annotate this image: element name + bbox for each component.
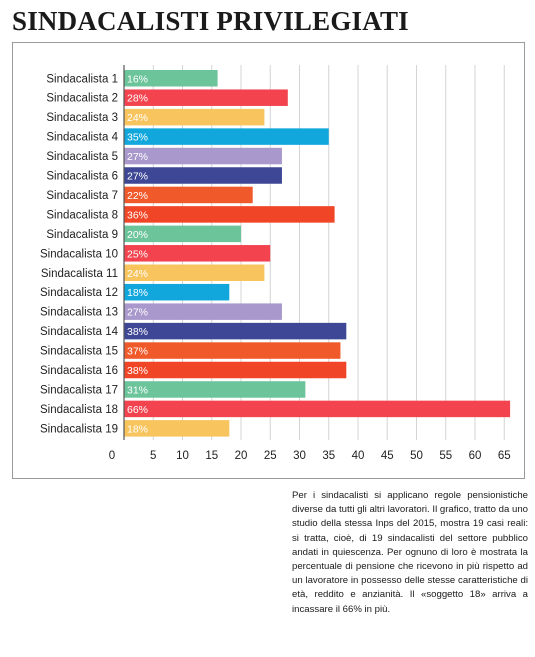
category-label: Sindacalista 7 xyxy=(46,190,118,202)
x-tick-label: 45 xyxy=(381,450,394,462)
category-label: Sindacalista 16 xyxy=(40,365,118,377)
x-tick-label: 40 xyxy=(352,450,365,462)
bar xyxy=(124,342,341,359)
x-tick-label: 30 xyxy=(293,450,306,462)
bar-value-label: 18% xyxy=(127,423,148,435)
x-tick-label: 65 xyxy=(498,450,511,462)
bar-value-label: 24% xyxy=(127,268,148,280)
bar-value-label: 27% xyxy=(127,151,148,163)
bar-value-label: 37% xyxy=(127,346,148,358)
x-tick-label: 0 xyxy=(109,450,115,462)
category-label: Sindacalista 12 xyxy=(40,287,118,299)
bar xyxy=(124,381,306,398)
bar xyxy=(124,420,230,437)
bar-value-label: 31% xyxy=(127,384,148,396)
bar xyxy=(124,186,253,204)
category-label: Sindacalista 11 xyxy=(41,268,118,280)
bar-chart: 16% Sindacalista 1 28% Sindacalista 2 24% Sin… xyxy=(40,65,511,462)
bar-value-label: 35% xyxy=(127,132,148,144)
bar-value-label: 20% xyxy=(127,229,148,241)
category-label: Sindacalista 3 xyxy=(46,112,118,124)
chart-frame: 16% Sindacalista 1 28% Sindacalista 2 24% Sin… xyxy=(12,42,525,479)
bar xyxy=(124,89,288,106)
category-label: Sindacalista 8 xyxy=(46,209,118,221)
x-tick-label: 50 xyxy=(410,450,423,462)
bar xyxy=(124,225,241,243)
bar xyxy=(124,283,230,301)
x-tick-label: 35 xyxy=(322,450,335,462)
category-label: Sindacalista 4 xyxy=(46,132,118,144)
bar-value-label: 22% xyxy=(127,190,148,202)
category-label: Sindacalista 2 xyxy=(46,93,118,105)
x-tick-label: 10 xyxy=(176,450,189,462)
bar-value-label: 28% xyxy=(127,93,148,105)
bar-value-label: 27% xyxy=(127,171,148,183)
bar-value-label: 25% xyxy=(127,248,148,260)
bar xyxy=(124,361,347,379)
category-label: Sindacalista 15 xyxy=(40,346,118,358)
bar xyxy=(124,264,265,281)
bar xyxy=(124,245,271,262)
bar-value-label: 38% xyxy=(127,326,148,338)
x-tick-label: 25 xyxy=(264,450,277,462)
x-tick-label: 60 xyxy=(469,450,482,462)
category-label: Sindacalista 1 xyxy=(46,73,118,85)
category-label: Sindacalista 13 xyxy=(40,307,118,319)
category-label: Sindacalista 18 xyxy=(40,404,118,416)
bar xyxy=(124,400,511,418)
bar-value-label: 18% xyxy=(127,287,148,299)
bar xyxy=(124,303,282,320)
bar xyxy=(124,147,282,165)
x-tick-label: 15 xyxy=(205,450,218,462)
category-label: Sindacalista 5 xyxy=(46,151,118,163)
bar-value-label: 27% xyxy=(127,307,148,319)
bar xyxy=(124,322,347,340)
bar-value-label: 38% xyxy=(127,365,148,377)
chart-caption: Per i sindacalisti si applicano regole p… xyxy=(292,490,528,615)
category-label: Sindacalista 9 xyxy=(46,229,118,241)
bar xyxy=(124,108,265,126)
bar xyxy=(124,128,329,145)
bar xyxy=(124,70,218,87)
category-label: Sindacalista 17 xyxy=(40,384,118,396)
bar-value-label: 24% xyxy=(127,112,148,124)
bar-value-label: 66% xyxy=(127,404,148,416)
page-title: SINDACALISTI PRIVILEGIATI xyxy=(12,6,409,36)
bar-value-label: 36% xyxy=(127,209,148,221)
category-label: Sindacalista 19 xyxy=(40,423,118,435)
bar xyxy=(124,167,282,184)
x-tick-label: 55 xyxy=(439,450,452,462)
x-tick-label: 5 xyxy=(150,450,156,462)
bar-value-label: 16% xyxy=(127,73,148,85)
bar xyxy=(124,206,335,223)
category-label: Sindacalista 10 xyxy=(40,248,118,260)
x-tick-label: 20 xyxy=(235,450,248,462)
category-label: Sindacalista 6 xyxy=(46,171,118,183)
category-label: Sindacalista 14 xyxy=(40,326,119,338)
